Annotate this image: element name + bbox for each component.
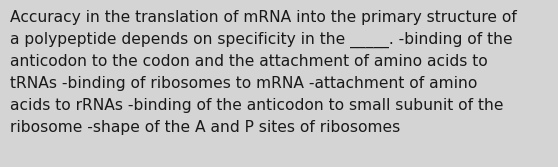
Text: ribosome -shape of the A and P sites of ribosomes: ribosome -shape of the A and P sites of … xyxy=(10,120,400,135)
Text: tRNAs -binding of ribosomes to mRNA -attachment of amino: tRNAs -binding of ribosomes to mRNA -att… xyxy=(10,76,478,91)
Text: anticodon to the codon and the attachment of amino acids to: anticodon to the codon and the attachmen… xyxy=(10,54,488,69)
Text: Accuracy in the translation of mRNA into the primary structure of: Accuracy in the translation of mRNA into… xyxy=(10,10,517,25)
Text: acids to rRNAs -binding of the anticodon to small subunit of the: acids to rRNAs -binding of the anticodon… xyxy=(10,98,503,113)
Text: a polypeptide depends on specificity in the _____. -binding of the: a polypeptide depends on specificity in … xyxy=(10,32,513,48)
